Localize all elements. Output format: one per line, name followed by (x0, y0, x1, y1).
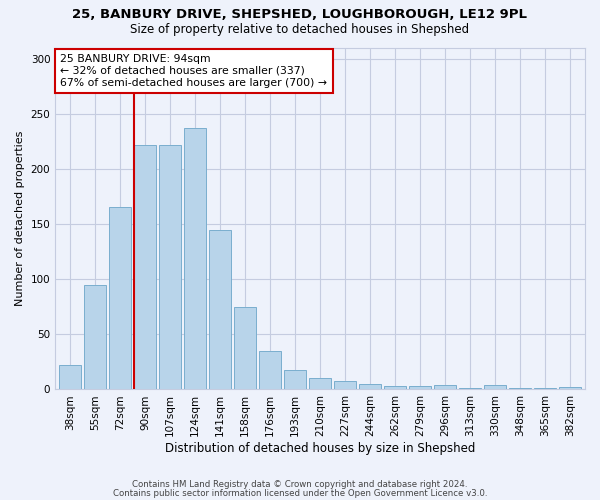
Bar (434, 385, 456, 390)
Bar (59, 365, 82, 390)
Bar (359, 384, 382, 390)
X-axis label: Distribution of detached houses by size in Shepshed: Distribution of detached houses by size … (165, 442, 475, 455)
Bar (134, 144, 157, 390)
Bar (109, 208, 131, 390)
Bar (209, 230, 232, 390)
Bar (459, 388, 481, 390)
Bar (534, 388, 556, 390)
Text: 25, BANBURY DRIVE, SHEPSHED, LOUGHBOROUGH, LE12 9PL: 25, BANBURY DRIVE, SHEPSHED, LOUGHBOROUG… (73, 8, 527, 20)
Bar (384, 386, 406, 390)
Bar (159, 144, 181, 390)
Text: 25 BANBURY DRIVE: 94sqm
← 32% of detached houses are smaller (337)
67% of semi-d: 25 BANBURY DRIVE: 94sqm ← 32% of detache… (61, 54, 328, 88)
Bar (309, 378, 331, 390)
Text: Size of property relative to detached houses in Shepshed: Size of property relative to detached ho… (130, 22, 470, 36)
Bar (234, 306, 256, 390)
Text: Contains public sector information licensed under the Open Government Licence v3: Contains public sector information licen… (113, 488, 487, 498)
Bar (284, 370, 307, 390)
Bar (484, 385, 506, 390)
Bar (409, 386, 431, 390)
Text: Contains HM Land Registry data © Crown copyright and database right 2024.: Contains HM Land Registry data © Crown c… (132, 480, 468, 489)
Bar (259, 351, 281, 390)
Y-axis label: Number of detached properties: Number of detached properties (15, 131, 25, 306)
Bar (84, 284, 106, 390)
Bar (184, 128, 206, 390)
Bar (334, 380, 356, 390)
Bar (559, 388, 581, 390)
Bar (509, 388, 531, 390)
